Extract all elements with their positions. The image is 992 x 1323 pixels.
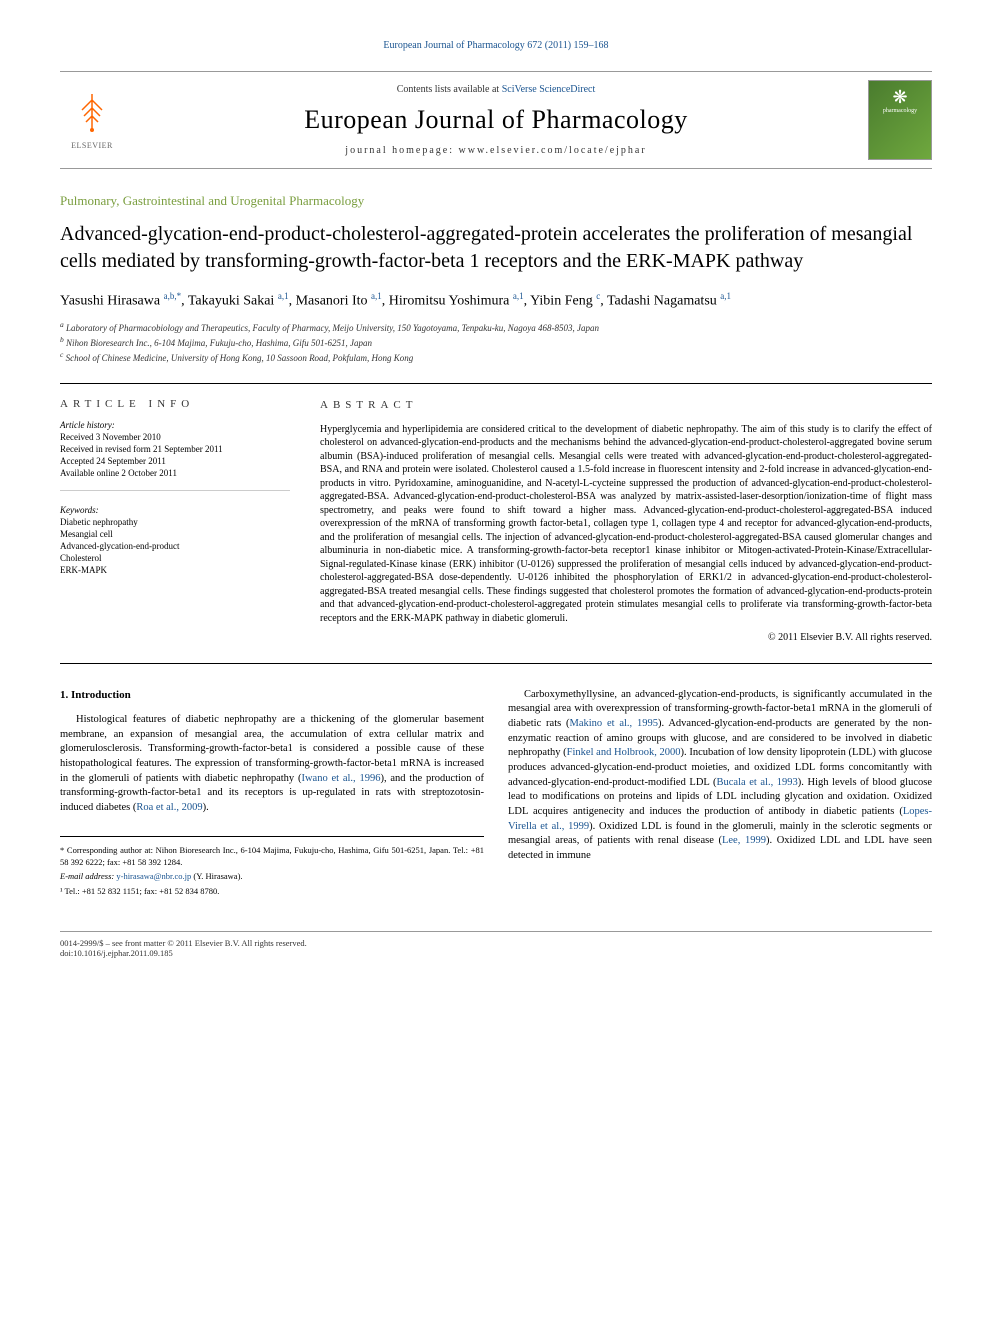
footnotes: * Corresponding author at: Nihon Biorese… xyxy=(60,836,484,899)
article-info-heading: ARTICLE INFO xyxy=(60,398,290,410)
keyword: Cholesterol xyxy=(60,553,290,563)
body-paragraph: Histological features of diabetic nephro… xyxy=(60,713,484,816)
author-name: Tadashi Nagamatsu xyxy=(607,294,717,309)
ref-link[interactable]: Lee, 1999 xyxy=(722,835,766,846)
doi-line: doi:10.1016/j.ejphar.2011.09.185 xyxy=(60,948,307,958)
affiliation-text: Laboratory of Pharmacobiology and Therap… xyxy=(66,323,599,333)
ref-link[interactable]: Makino et al., 1995 xyxy=(570,718,658,729)
ref-link[interactable]: Bucala et al., 1993 xyxy=(717,777,798,788)
article-info: ARTICLE INFO Article history: Received 3… xyxy=(60,398,290,645)
author-affil-sup[interactable]: a,1 xyxy=(513,291,524,301)
elsevier-logo: ELSEVIER xyxy=(60,88,124,152)
email-line: E-mail address: y-hirasawa@nbr.co.jp (Y.… xyxy=(60,871,484,883)
keyword: ERK-MAPK xyxy=(60,565,290,575)
body-paragraph: Carboxymethyllysine, an advanced-glycati… xyxy=(508,688,932,864)
abstract-text: Hyperglycemia and hyperlipidemia are con… xyxy=(320,423,932,626)
author-affil-sup[interactable]: a,b,* xyxy=(164,291,182,301)
cover-thumb-text: pharmacology xyxy=(883,108,917,114)
bottom-bar: 0014-2999/$ – see front matter © 2011 El… xyxy=(60,931,932,958)
scidirect-link[interactable]: SciVerse ScienceDirect xyxy=(502,84,596,95)
author-affil-sup[interactable]: a,1 xyxy=(278,291,289,301)
column-right: Carboxymethyllysine, an advanced-glycati… xyxy=(508,688,932,902)
abstract-heading: ABSTRACT xyxy=(320,398,932,413)
ref-link[interactable]: Roa et al., 2009 xyxy=(136,802,202,813)
section-label: Pulmonary, Gastrointestinal and Urogenit… xyxy=(60,193,932,209)
ref-link[interactable]: Finkel and Holbrook, 2000 xyxy=(567,747,681,758)
author-name: Yasushi Hirasawa xyxy=(60,294,160,309)
affiliation-text: School of Chinese Medicine, University o… xyxy=(66,353,414,363)
history-item: Available online 2 October 2011 xyxy=(60,468,290,478)
affiliations: a Laboratory of Pharmacobiology and Ther… xyxy=(60,320,932,363)
history-item: Received 3 November 2010 xyxy=(60,432,290,442)
elsevier-label: ELSEVIER xyxy=(71,141,113,150)
citation-link[interactable]: European Journal of Pharmacology 672 (20… xyxy=(383,40,608,51)
author-name: Hiromitsu Yoshimura xyxy=(389,294,510,309)
ref-link[interactable]: Iwano et al., 1996 xyxy=(301,773,380,784)
keyword: Diabetic nephropathy xyxy=(60,517,290,527)
cover-thumb-icon: ❋ xyxy=(892,87,907,108)
keywords-heading: Keywords: xyxy=(60,505,290,515)
keyword: Advanced-glycation-end-product xyxy=(60,541,290,551)
citation-line: European Journal of Pharmacology 672 (20… xyxy=(60,40,932,51)
body-columns: 1. Introduction Histological features of… xyxy=(60,688,932,902)
author-affil-sup[interactable]: a,1 xyxy=(371,291,382,301)
journal-cover-thumb: ❋ pharmacology xyxy=(868,80,932,160)
front-matter-line: 0014-2999/$ – see front matter © 2011 El… xyxy=(60,938,307,948)
contents-line: Contents lists available at SciVerse Sci… xyxy=(124,84,868,95)
footnote-tel: ¹ Tel.: +81 52 832 1151; fax: +81 52 834… xyxy=(60,886,484,898)
author-affil-sup[interactable]: a,1 xyxy=(720,291,731,301)
journal-name: European Journal of Pharmacology xyxy=(124,105,868,135)
authors: Yasushi Hirasawa a,b,*, Takayuki Sakai a… xyxy=(60,291,932,310)
email-link[interactable]: y-hirasawa@nbr.co.jp xyxy=(116,871,191,881)
copyright-line: © 2011 Elsevier B.V. All rights reserved… xyxy=(320,631,932,645)
abstract: ABSTRACT Hyperglycemia and hyperlipidemi… xyxy=(320,398,932,645)
corresponding-author: * Corresponding author at: Nihon Biorese… xyxy=(60,845,484,869)
article-title: Advanced-glycation-end-product-cholester… xyxy=(60,221,932,275)
history-item: Accepted 24 September 2011 xyxy=(60,456,290,466)
author-name: Yibin Feng xyxy=(530,294,593,309)
intro-heading: 1. Introduction xyxy=(60,688,484,703)
author-name: Takayuki Sakai xyxy=(188,294,275,309)
column-left: 1. Introduction Histological features of… xyxy=(60,688,484,902)
history-heading: Article history: xyxy=(60,420,290,430)
keyword: Mesangial cell xyxy=(60,529,290,539)
author-name: Masanori Ito xyxy=(296,294,368,309)
author-affil-sup[interactable]: c xyxy=(596,291,600,301)
affiliation-text: Nihon Bioresearch Inc., 6-104 Majima, Fu… xyxy=(66,338,372,348)
journal-homepage: journal homepage: www.elsevier.com/locat… xyxy=(124,145,868,156)
elsevier-tree-icon xyxy=(72,90,112,141)
journal-header: ELSEVIER Contents lists available at Sci… xyxy=(60,71,932,169)
history-item: Received in revised form 21 September 20… xyxy=(60,444,290,454)
